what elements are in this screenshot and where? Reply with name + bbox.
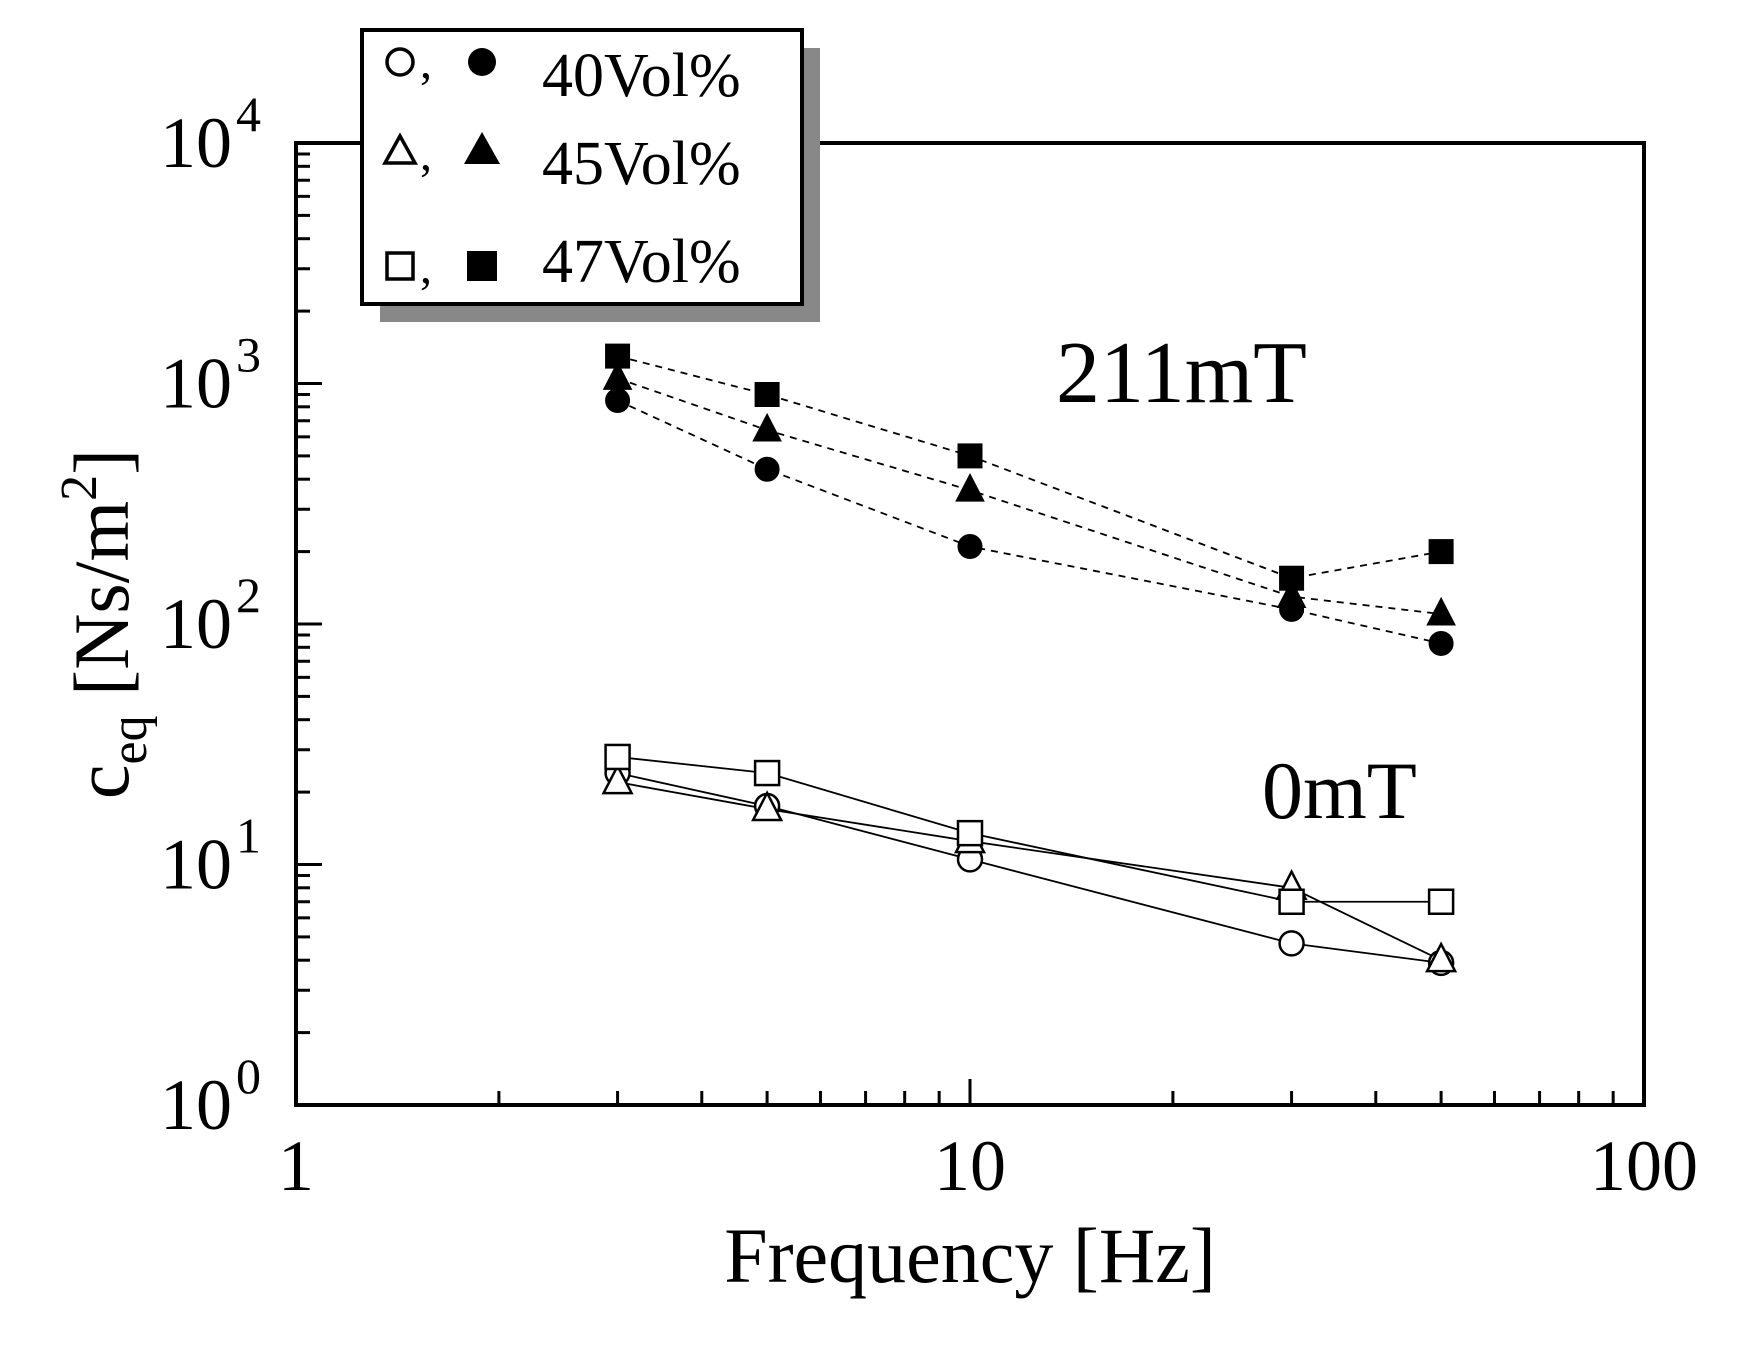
legend-marker-filled-circle [468,48,496,76]
y-axis-title-units-close: ] [58,449,145,475]
annotation-0mT: 0mT [1262,745,1417,836]
data-point-square [1428,539,1454,565]
data-point-triangle [955,473,985,502]
annotation-211mT: 211mT [1056,325,1307,422]
legend-entry-40: , 40Vol% [385,36,741,110]
data-point-triangle [1276,579,1307,609]
legend-entry-47: , 47Vol% [385,228,741,296]
data-point-square [1427,888,1455,916]
y-axis-title-sub: eq [101,715,158,764]
legend-marker-filled-triangle [464,132,500,164]
minor-ticks [294,141,1646,1107]
data-point-circle [605,387,631,413]
x-tick-label: 100 [1590,1126,1698,1206]
y-tick-label: 10 [160,103,232,183]
y-axis-title-units-exp: 2 [51,475,108,501]
data-point-square [957,443,983,469]
y-axis-title-units: [Ns/m [58,501,145,716]
y-tick-label-exponent: 3 [236,327,261,383]
y-tick-label: 10 [160,1065,232,1145]
data-point-square [605,343,631,369]
y-tick-label-exponent: 0 [236,1048,261,1104]
series-layer [601,343,1458,977]
y-tick-label: 10 [160,825,232,905]
data-point-triangle [602,361,633,390]
data-point-circle [1428,630,1454,656]
legend-label-45: 45Vol% [542,130,741,198]
data-point-triangle [1426,596,1456,626]
data-point-square [754,382,780,408]
legend-marker-open-circle [385,47,415,77]
y-tick-label-exponent: 1 [236,808,261,864]
data-point-square [753,759,781,787]
data-point-triangle [1425,941,1458,973]
legend-marker-filled-square [467,251,497,281]
legend-comma: , [420,241,432,294]
legend-box [360,28,804,306]
y-tick-label: 10 [160,344,232,424]
data-point-triangle [601,763,634,795]
x-axis-title: Frequency [Hz] [724,1212,1216,1299]
data-point-square [956,819,984,847]
legend-comma: , [420,128,432,181]
legend-marker-open-triangle [382,132,418,165]
y-tick-label-exponent: 2 [236,567,261,623]
data-point-triangle [751,790,784,822]
data-point-circle [1278,930,1305,957]
legend-entry-45: , 45Vol% [382,128,741,198]
x-tick-label: 1 [278,1126,314,1206]
y-tick-label-exponent: 4 [236,86,261,142]
legend-marker-open-square [385,251,415,281]
data-point-square [604,743,631,771]
y-axis-title: ceq [Ns/m2] [51,449,158,799]
data-point-square [1278,888,1305,916]
data-point-circle [754,456,780,482]
legend-label-40: 40Vol% [542,42,741,110]
data-point-triangle [752,412,782,442]
x-tick-label: 10 [934,1126,1006,1206]
y-tick-label: 10 [160,584,232,664]
legend: , 40Vol% , 45Vol% , 47Vol% [360,28,820,322]
data-point-circle [957,534,983,560]
data-point-square [1279,565,1305,591]
y-axis-title-main: c [58,764,145,799]
legend-comma: , [420,36,432,89]
legend-label-47: 47Vol% [542,228,741,296]
